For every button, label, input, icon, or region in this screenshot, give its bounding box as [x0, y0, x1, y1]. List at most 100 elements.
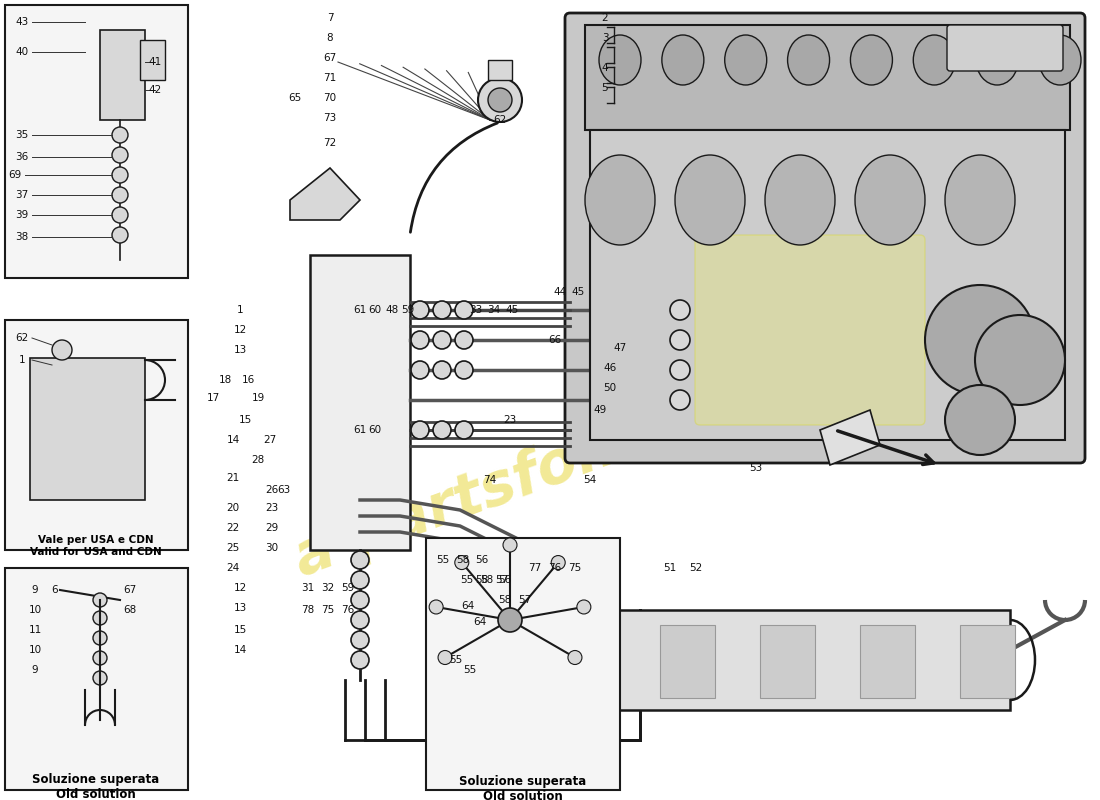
Bar [100, 30, 145, 120]
Text: 12: 12 [233, 583, 246, 593]
Circle shape [455, 421, 473, 439]
Circle shape [94, 671, 107, 685]
Text: 55: 55 [461, 575, 474, 585]
Text: 43: 43 [15, 17, 29, 27]
Text: 57: 57 [495, 575, 508, 585]
Circle shape [411, 421, 429, 439]
Text: 76: 76 [549, 563, 562, 573]
Circle shape [438, 650, 452, 665]
Text: 31: 31 [301, 583, 315, 593]
Circle shape [975, 315, 1065, 405]
Circle shape [351, 611, 369, 629]
Text: 6: 6 [52, 585, 58, 595]
Text: 47: 47 [614, 343, 627, 353]
FancyBboxPatch shape [565, 13, 1085, 463]
Bar [540, 610, 1010, 710]
Text: 53: 53 [749, 463, 762, 473]
Circle shape [52, 340, 72, 360]
Circle shape [112, 187, 128, 203]
Circle shape [480, 660, 501, 680]
Polygon shape [820, 410, 880, 465]
Text: 61: 61 [353, 425, 366, 435]
Text: 74: 74 [483, 475, 496, 485]
Text: 73: 73 [323, 113, 337, 123]
Circle shape [94, 631, 107, 645]
Text: 58: 58 [475, 575, 488, 585]
Circle shape [351, 651, 369, 669]
Bar [488, 60, 512, 80]
Text: 48: 48 [385, 305, 398, 315]
Circle shape [433, 301, 451, 319]
Text: 64: 64 [473, 617, 486, 627]
Text: 77: 77 [528, 563, 541, 573]
Bar [6, 320, 188, 550]
Ellipse shape [764, 155, 835, 245]
Bar [140, 40, 165, 80]
Text: 28: 28 [252, 455, 265, 465]
Text: 2: 2 [602, 13, 608, 23]
Text: 30: 30 [265, 543, 278, 553]
Text: 39: 39 [15, 210, 29, 220]
Circle shape [568, 650, 582, 665]
Text: 10: 10 [29, 605, 42, 615]
Circle shape [94, 611, 107, 625]
Text: 67: 67 [323, 53, 337, 63]
Circle shape [945, 385, 1015, 455]
Bar [760, 625, 815, 698]
Ellipse shape [788, 35, 829, 85]
Circle shape [411, 331, 429, 349]
Text: 16: 16 [241, 375, 254, 385]
Bar [6, 568, 188, 790]
Text: 36: 36 [15, 152, 29, 162]
Circle shape [670, 360, 690, 380]
Text: 21: 21 [227, 473, 240, 483]
Text: 22: 22 [227, 523, 240, 533]
Text: 35: 35 [15, 130, 29, 140]
Circle shape [433, 331, 451, 349]
Circle shape [670, 390, 690, 410]
Text: 60: 60 [368, 425, 382, 435]
Text: 32: 32 [321, 583, 334, 593]
Bar [30, 358, 145, 500]
Text: 69: 69 [9, 170, 22, 180]
Text: 8: 8 [327, 33, 333, 43]
Text: 41: 41 [148, 57, 162, 67]
Text: 14: 14 [227, 435, 240, 445]
Text: 9: 9 [32, 585, 39, 595]
Circle shape [455, 361, 473, 379]
Ellipse shape [585, 155, 654, 245]
Text: 3: 3 [602, 33, 608, 43]
Text: 67: 67 [123, 585, 136, 595]
Text: 20: 20 [227, 503, 240, 513]
Circle shape [503, 538, 517, 552]
Text: 23: 23 [504, 415, 517, 425]
Text: 60: 60 [368, 305, 382, 315]
Text: 27: 27 [263, 435, 276, 445]
Text: 14: 14 [233, 645, 246, 655]
Circle shape [455, 331, 473, 349]
Circle shape [498, 608, 522, 632]
Text: 7: 7 [327, 13, 333, 23]
Text: 45: 45 [505, 305, 518, 315]
Bar [426, 538, 620, 790]
Text: 44: 44 [553, 287, 566, 297]
Circle shape [478, 78, 522, 122]
Circle shape [551, 555, 565, 570]
Text: 61: 61 [353, 305, 366, 315]
Text: 45: 45 [571, 287, 584, 297]
Circle shape [670, 300, 690, 320]
Text: 33: 33 [470, 305, 483, 315]
Text: 29: 29 [265, 523, 278, 533]
Text: 75: 75 [321, 605, 334, 615]
Text: 23: 23 [265, 503, 278, 513]
Text: 58: 58 [456, 555, 470, 565]
Ellipse shape [662, 35, 704, 85]
Text: 37: 37 [15, 190, 29, 200]
Text: a partsfor.com: a partsfor.com [287, 372, 754, 588]
Text: 19: 19 [252, 393, 265, 403]
Text: 58: 58 [498, 595, 512, 605]
Ellipse shape [600, 35, 641, 85]
Ellipse shape [850, 35, 892, 85]
Circle shape [112, 207, 128, 223]
Circle shape [112, 147, 128, 163]
